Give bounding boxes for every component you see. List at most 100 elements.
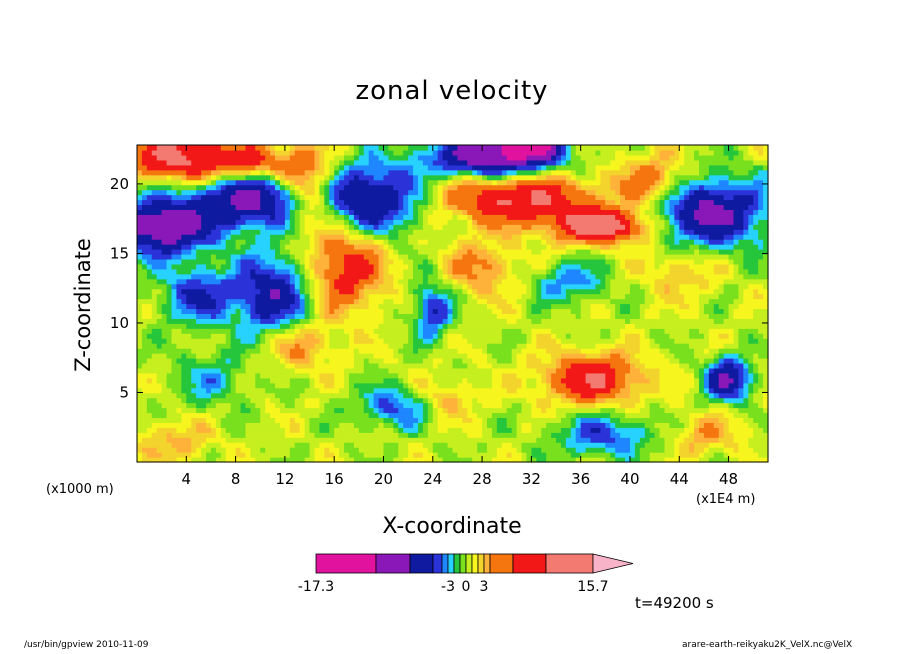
field-cell (275, 372, 281, 379)
field-cell (299, 382, 306, 389)
field-cell (339, 457, 345, 463)
field-cell (472, 422, 478, 428)
field-cell (156, 397, 163, 404)
field-cell (462, 343, 468, 349)
field-cell (289, 303, 296, 310)
field-cell (388, 447, 394, 453)
field-cell (585, 333, 592, 339)
field-cell (698, 432, 705, 438)
field-cell (684, 382, 690, 389)
field-cell (689, 437, 695, 443)
field-cell (615, 348, 621, 354)
field-cell (289, 343, 296, 349)
field-cell (733, 432, 740, 438)
field-cell (487, 432, 493, 438)
field-cell (309, 367, 316, 374)
field-cell (275, 382, 281, 389)
field-cell (388, 273, 394, 280)
field-cell (526, 367, 532, 374)
field-cell (417, 313, 424, 319)
field-cell (220, 367, 227, 374)
field-cell (551, 283, 557, 290)
field-cell (442, 427, 449, 433)
field-cell (141, 417, 148, 423)
field-cell (748, 288, 754, 295)
field-cell (373, 273, 380, 280)
field-cell (265, 387, 271, 394)
field-cell (289, 273, 296, 280)
field-cell (403, 343, 409, 349)
field-cell (201, 377, 207, 384)
field-cell (196, 353, 202, 359)
field-cell (324, 323, 330, 329)
field-cell (408, 318, 414, 324)
field-cell (639, 323, 646, 329)
field-cell (146, 422, 153, 428)
field-cell (491, 432, 498, 438)
field-cell (679, 437, 685, 443)
field-cell (689, 422, 695, 428)
field-cell (279, 367, 286, 374)
field-cell (161, 452, 168, 458)
field-cell (363, 323, 370, 329)
field-cell (373, 348, 380, 354)
field-cell (452, 372, 459, 379)
field-cell (625, 417, 631, 423)
field-cell (482, 372, 488, 379)
field-cell (388, 392, 394, 399)
field-cell (171, 293, 178, 300)
field-cell (733, 362, 740, 369)
field-cell (442, 328, 449, 334)
field-cell (723, 278, 730, 285)
field-cell (166, 392, 173, 399)
field-cell (560, 308, 567, 314)
field-cell (728, 392, 735, 399)
field-cell (585, 298, 592, 305)
field-cell (161, 377, 168, 384)
field-cell (659, 288, 666, 295)
field-cell (417, 442, 424, 448)
field-cell (437, 278, 444, 285)
field-cell (738, 387, 744, 394)
field-cell (432, 387, 439, 394)
field-cell (738, 422, 744, 428)
field-cell (723, 392, 730, 399)
field-cell (339, 298, 345, 305)
field-cell (319, 432, 325, 438)
field-cell (580, 343, 587, 349)
field-cell (713, 442, 720, 448)
field-cell (570, 318, 577, 324)
field-cell (541, 298, 547, 305)
field-cell (417, 343, 424, 349)
field-cell (585, 362, 592, 369)
field-cell (472, 412, 478, 419)
field-cell (284, 407, 291, 414)
field-cell (141, 382, 148, 389)
field-cell (314, 447, 320, 453)
field-cell (679, 343, 685, 349)
field-cell (669, 278, 675, 285)
field-cell (674, 442, 680, 448)
field-cell (186, 308, 192, 314)
field-cell (516, 437, 523, 443)
field-cell (644, 452, 651, 458)
field-cell (556, 447, 562, 453)
field-cell (654, 318, 661, 324)
field-cell (146, 283, 153, 290)
field-cell (314, 338, 320, 344)
field-cell (718, 318, 725, 324)
field-cell (684, 362, 690, 369)
field-cell (491, 353, 498, 359)
field-cell (137, 323, 143, 329)
field-cell (413, 417, 419, 423)
field-cell (753, 288, 759, 295)
field-cell (191, 273, 197, 280)
field-cell (255, 382, 261, 389)
field-cell (186, 452, 192, 458)
field-cell (625, 432, 631, 438)
field-cell (565, 268, 572, 275)
field-cell (600, 417, 606, 423)
field-cell (186, 323, 192, 329)
field-cell (634, 382, 641, 389)
field-cell (378, 303, 385, 310)
